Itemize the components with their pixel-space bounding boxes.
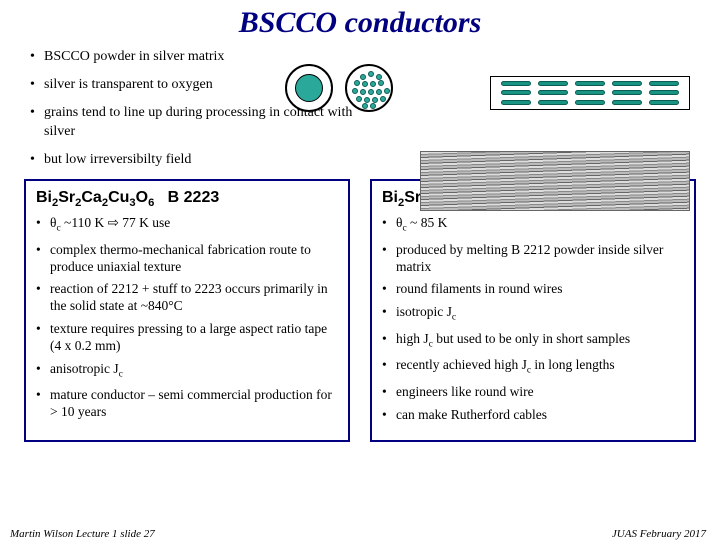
b2223-heading: Bi2Sr2Ca2Cu3O6 B 2223: [36, 189, 338, 209]
filament-icon: [649, 100, 679, 105]
cross-section-diagrams: [285, 64, 393, 112]
list-item: can make Rutherford cables: [382, 407, 684, 424]
single-filament-diagram: [285, 64, 333, 112]
intro-bullet: but low irreversibilty field: [30, 151, 380, 169]
footer-left: Martin Wilson Lecture 1 slide 27: [10, 528, 155, 540]
list-item: texture requires pressing to a large asp…: [36, 321, 338, 355]
list-item: round filaments in round wires: [382, 281, 684, 298]
filament-icon: [649, 90, 679, 95]
filament-icon: [538, 90, 568, 95]
filament-icon: [575, 90, 605, 95]
list-item: engineers like round wire: [382, 384, 684, 401]
micrograph-image: [420, 151, 690, 211]
list-item: high Jc but used to be only in short sam…: [382, 331, 684, 352]
filament-icon: [501, 81, 531, 86]
filament-icon: [612, 100, 642, 105]
filament-icon: [649, 81, 679, 86]
list-item: mature conductor – semi commercial produ…: [36, 387, 338, 421]
filament-icon: [538, 100, 568, 105]
list-item: recently achieved high Jc in long length…: [382, 357, 684, 378]
list-item: θc ~110 K ⇨ 77 K use: [36, 215, 338, 236]
list-item: produced by melting B 2212 powder inside…: [382, 242, 684, 276]
filament-icon: [538, 81, 568, 86]
tape-cross-section-diagram: [490, 76, 690, 110]
page-title: BSCCO conductors: [0, 6, 720, 40]
list-item: θc ~ 85 K: [382, 215, 684, 236]
list-item: anisotropic Jc: [36, 361, 338, 382]
filament-icon: [575, 100, 605, 105]
b2223-panel: Bi2Sr2Ca2Cu3O6 B 2223 θc ~110 K ⇨ 77 K u…: [24, 179, 350, 442]
b2212-panel: Bi2Sr2Ca.Cu2O8 B 2212 θc ~ 85 K produced…: [370, 179, 696, 442]
filament-icon: [501, 90, 531, 95]
list-item: isotropic Jc: [382, 304, 684, 325]
list-item: complex thermo-mechanical fabrication ro…: [36, 242, 338, 276]
filament-icon: [612, 90, 642, 95]
filament-core-icon: [295, 74, 323, 102]
footer-right: JUAS February 2017: [612, 528, 706, 540]
list-item: reaction of 2212 + stuff to 2223 occurs …: [36, 281, 338, 315]
footer: Martin Wilson Lecture 1 slide 27 JUAS Fe…: [10, 528, 706, 540]
filament-icon: [612, 81, 642, 86]
filament-icon: [501, 100, 531, 105]
multi-filament-diagram: [345, 64, 393, 112]
filament-icon: [575, 81, 605, 86]
